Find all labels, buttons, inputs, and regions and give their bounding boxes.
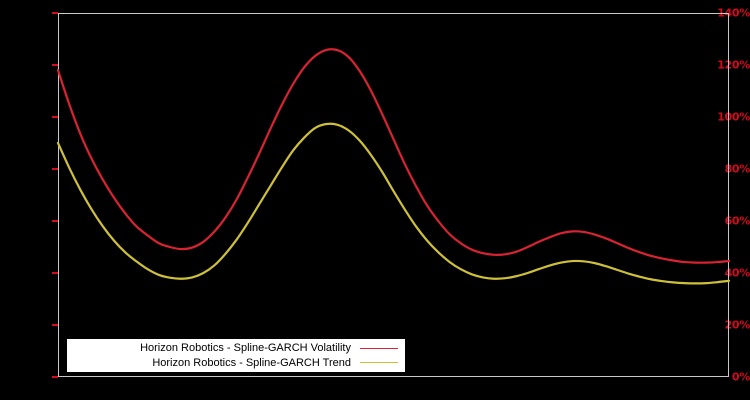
y-axis-tick-label: 120% [717, 58, 750, 72]
y-axis-tick-label: 0% [731, 370, 750, 384]
plot-area-frame [58, 13, 729, 377]
y-axis-tick-mark [52, 220, 58, 222]
y-axis-tick-mark [52, 272, 58, 274]
y-axis-tick-label: 80% [724, 162, 750, 176]
y-axis-tick-mark [52, 168, 58, 170]
line-series-volatility [56, 48, 731, 264]
y-axis-tick-label: 20% [724, 318, 750, 332]
y-axis-tick-mark [52, 116, 58, 118]
y-axis-tick-mark [52, 324, 58, 326]
chart-legend[interactable]: Horizon Robotics - Spline-GARCH Volatili… [67, 339, 405, 372]
legend-label-trend: Horizon Robotics - Spline-GARCH Trend [152, 356, 351, 369]
legend-item-trend[interactable]: Horizon Robotics - Spline-GARCH Trend [68, 356, 404, 371]
y-axis-tick-label: 40% [724, 266, 750, 280]
y-axis-tick-label: 140% [717, 6, 750, 20]
y-axis-tick-label: 100% [717, 110, 750, 124]
legend-item-volatility[interactable]: Horizon Robotics - Spline-GARCH Volatili… [68, 341, 404, 356]
line-series-trend [56, 122, 731, 285]
y-axis-tick-mark [52, 64, 58, 66]
y-axis-tick-label: 60% [724, 214, 750, 228]
legend-swatch-volatility [360, 347, 398, 349]
legend-label-volatility: Horizon Robotics - Spline-GARCH Volatili… [140, 342, 351, 355]
legend-swatch-trend [360, 362, 398, 364]
y-axis-tick-mark [52, 376, 58, 378]
y-axis-tick-mark [52, 12, 58, 14]
